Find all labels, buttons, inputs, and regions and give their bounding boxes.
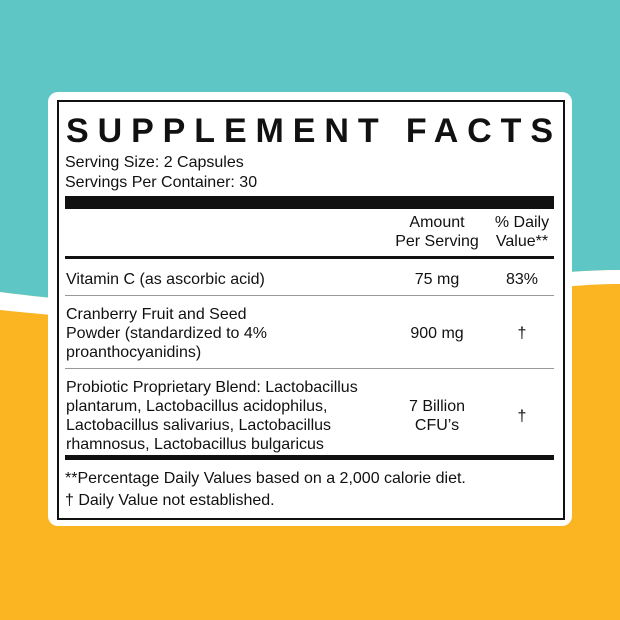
daily-value: † — [517, 325, 527, 342]
amount: 7 Billion — [408, 398, 466, 415]
column-header: Per Serving — [395, 233, 479, 250]
amount: CFU’s — [414, 417, 460, 434]
servings-per-container: Servings Per Container: 30 — [65, 174, 258, 191]
header-rule — [65, 256, 554, 259]
daily-value: † — [517, 407, 527, 425]
serving-size: Serving Size: 2 Capsules — [65, 154, 244, 171]
row-rule — [65, 368, 554, 369]
nutrient-name: Powder (standardized to 4% — [66, 325, 267, 342]
nutrient-name: Lactobacillus salivarius, Lactobacillus — [66, 417, 332, 434]
nutrient-name: plantarum, Lactobacillus acidophilus, — [66, 398, 328, 415]
nutrient-name: rhamnosus, Lactobacillus bulgaricus — [66, 436, 324, 453]
nutrient-name: Cranberry Fruit and Seed — [66, 306, 247, 323]
column-header: Value** — [495, 233, 549, 250]
title: SUPPLEMENT FACTS — [66, 112, 553, 150]
footnote: **Percentage Daily Values based on a 2,0… — [65, 470, 466, 487]
thick-rule — [65, 196, 554, 209]
footnote: † Daily Value not established. — [65, 492, 275, 509]
label-frame — [57, 100, 565, 520]
column-header: % Daily — [494, 214, 550, 231]
nutrient-name: proanthocyanidins) — [66, 344, 202, 361]
row-rule — [65, 295, 554, 296]
nutrient-name: Vitamin C (as ascorbic acid) — [66, 271, 265, 288]
column-header: Amount — [409, 214, 465, 231]
daily-value: 83% — [505, 271, 539, 288]
amount: 900 mg — [410, 325, 464, 342]
amount: 75 mg — [414, 271, 460, 288]
title-area: SUPPLEMENT FACTS — [66, 112, 553, 150]
label-card — [48, 92, 572, 526]
nutrient-name: Probiotic Proprietary Blend: Lactobacill… — [66, 379, 358, 396]
thick-rule — [65, 455, 554, 460]
